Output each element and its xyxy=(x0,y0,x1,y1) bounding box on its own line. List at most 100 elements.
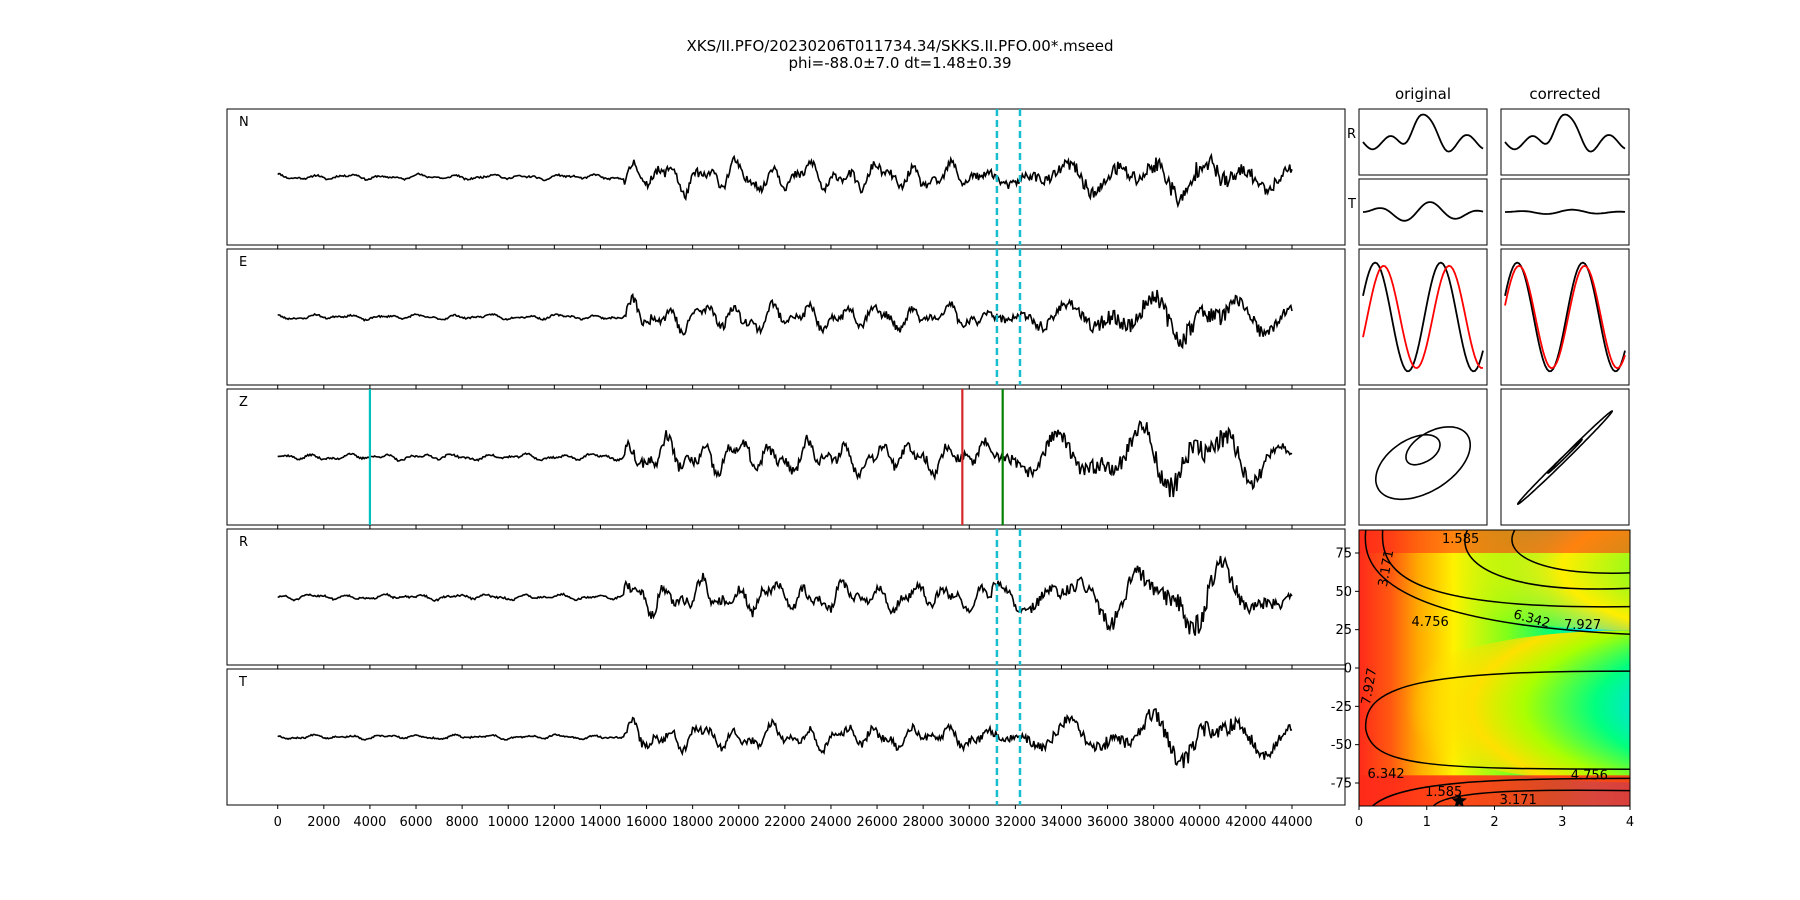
x-tick-label: 16000 xyxy=(626,815,667,830)
contour-line xyxy=(1365,670,1630,770)
x-tick-label: 30000 xyxy=(949,815,990,830)
transverse-wave xyxy=(1505,208,1626,215)
side-column-corrected xyxy=(1500,108,1630,526)
trace-panel-n: N xyxy=(226,108,1346,249)
x-tick-label: 34000 xyxy=(1041,815,1082,830)
contour-line xyxy=(1511,530,1630,574)
contour-line xyxy=(1432,789,1630,806)
particle-motion xyxy=(1375,426,1471,501)
panel-frame xyxy=(226,668,1346,806)
seismogram-trace xyxy=(277,420,1293,498)
seismogram-trace xyxy=(277,152,1293,209)
x-tick-label: 40000 xyxy=(1179,815,1220,830)
x-tick-label: 6000 xyxy=(399,815,432,830)
x-tick-label: 14000 xyxy=(580,815,621,830)
x-tick-label: 44000 xyxy=(1271,815,1312,830)
overlay-wave-red xyxy=(1362,264,1484,370)
heatmap-x-tick-label: 4 xyxy=(1626,815,1634,830)
heatmap-x-tick-label: 1 xyxy=(1423,815,1431,830)
heatmap-minimum-band-high xyxy=(1359,530,1630,553)
row-label-t: T xyxy=(1347,197,1356,212)
overlay-wave-black xyxy=(1504,261,1626,373)
heatmap-maximum-lobe xyxy=(1380,630,1630,783)
panel-frame xyxy=(226,248,1346,386)
panel-label: N xyxy=(239,115,249,130)
heatmap-y-tick-label: -25 xyxy=(1331,700,1352,715)
contour-label: 1.585 xyxy=(1442,532,1479,547)
row-label-r: R xyxy=(1347,127,1356,142)
seismogram-trace xyxy=(277,708,1293,769)
heatmap-y-tick-label: 0 xyxy=(1344,662,1352,677)
x-tick-label: 0 xyxy=(274,815,282,830)
seismogram-trace xyxy=(277,289,1293,350)
x-tick-label: 32000 xyxy=(995,815,1036,830)
radial-wave xyxy=(1362,113,1484,153)
panel-frame xyxy=(226,388,1346,526)
side-panel-frame xyxy=(1358,388,1488,526)
panel-label: Z xyxy=(239,395,248,410)
side-panel-frame xyxy=(1500,248,1630,386)
x-tick-label: 22000 xyxy=(764,815,805,830)
side-panel-frame xyxy=(1500,108,1630,176)
trace-panel-e: E xyxy=(226,248,1346,389)
overlay-wave-black xyxy=(1362,261,1484,373)
trace-panel-t: T xyxy=(226,668,1346,809)
panel-label: E xyxy=(239,255,247,270)
side-column-original xyxy=(1358,108,1488,526)
x-tick-label: 8000 xyxy=(446,815,479,830)
heatmap-y-tick-label: -75 xyxy=(1331,777,1352,792)
heatmap-x-tick-label: 3 xyxy=(1558,815,1566,830)
heatmap-x-tick-label: 2 xyxy=(1490,815,1498,830)
heatmap-y-tick-label: 50 xyxy=(1335,585,1352,600)
contour-label: 4.756 xyxy=(1412,615,1449,630)
contour-label: 3.171 xyxy=(1500,793,1537,808)
x-tick-label: 20000 xyxy=(718,815,759,830)
x-tick-label: 10000 xyxy=(488,815,529,830)
panel-label: R xyxy=(239,535,248,550)
contour-line xyxy=(1372,777,1630,806)
side-panel-frame xyxy=(1358,178,1488,246)
x-tick-label: 24000 xyxy=(810,815,851,830)
contour-label: 7.927 xyxy=(1359,667,1380,706)
panel-frame xyxy=(226,528,1346,666)
overlay-wave-red xyxy=(1504,264,1626,370)
panel-frame xyxy=(226,108,1346,246)
best-fit-star xyxy=(1451,792,1467,806)
x-tick-label: 42000 xyxy=(1225,815,1266,830)
figure-title: XKS/II.PFO/20230206T011734.34/SKKS.II.PF… xyxy=(686,37,1114,55)
contour-label: 1.585 xyxy=(1425,785,1462,800)
contour-label: 7.927 xyxy=(1564,618,1601,633)
heatmap-y-tick-label: 75 xyxy=(1335,547,1352,562)
x-tick-label: 26000 xyxy=(856,815,897,830)
trace-panel-z: Z xyxy=(226,388,1346,529)
x-tick-label: 38000 xyxy=(1133,815,1174,830)
contour-line xyxy=(1464,530,1630,590)
contour-label: 3.171 xyxy=(1376,549,1397,588)
side-panel-frame xyxy=(1500,178,1630,246)
x-tick-label: 4000 xyxy=(353,815,386,830)
x-tick-label: 2000 xyxy=(307,815,340,830)
column-title-original: original xyxy=(1395,85,1451,103)
transverse-wave xyxy=(1362,201,1484,222)
radial-wave xyxy=(1504,113,1626,153)
heatmap-y-tick-label: -50 xyxy=(1331,738,1352,753)
x-tick-label: 36000 xyxy=(1087,815,1128,830)
panel-label: T xyxy=(238,675,247,690)
heatmap-y-tick-label: 25 xyxy=(1335,623,1352,638)
contour-line xyxy=(1364,530,1630,636)
x-tick-label: 28000 xyxy=(902,815,943,830)
x-tick-label: 18000 xyxy=(672,815,713,830)
trace-panel-r: R xyxy=(226,528,1346,669)
side-panel-frame xyxy=(1358,108,1488,176)
contour-line xyxy=(1381,530,1630,608)
seismogram-trace xyxy=(277,555,1293,636)
heatmap-x-tick-label: 0 xyxy=(1355,815,1363,830)
contour-label: 4.756 xyxy=(1571,768,1608,783)
contour-label: 6.342 xyxy=(1367,767,1404,782)
side-panel-frame xyxy=(1500,388,1630,526)
column-title-corrected: corrected xyxy=(1529,85,1600,103)
figure-subtitle: phi=-88.0±7.0 dt=1.48±0.39 xyxy=(788,54,1012,72)
side-panel-frame xyxy=(1358,248,1488,386)
